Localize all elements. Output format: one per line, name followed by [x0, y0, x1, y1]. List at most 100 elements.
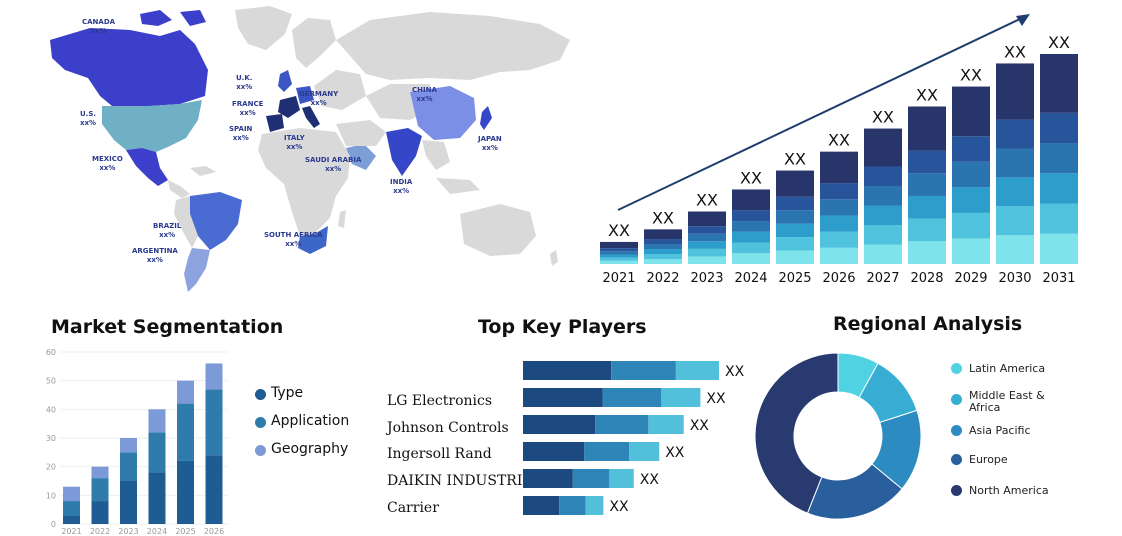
growth-year-label: 2030 — [998, 271, 1031, 286]
growth-year-label: 2025 — [778, 271, 811, 286]
growth-bar-segment — [600, 257, 638, 261]
growth-bar-segment — [952, 187, 990, 213]
map-land-eastern-europe — [314, 70, 366, 110]
player-bar-segment — [523, 388, 603, 407]
seg-bar-segment — [63, 486, 80, 502]
player-value-label: XX — [706, 391, 726, 407]
growth-year-label: 2031 — [1042, 271, 1075, 286]
seg-bar-segment — [91, 466, 109, 479]
map-label-brazil: BRAZIL xx% — [153, 222, 182, 239]
growth-bar-segment — [820, 199, 858, 216]
growth-year-label: 2027 — [866, 271, 899, 286]
legend-latin-america-marker — [951, 363, 962, 374]
seg-bar-segment — [177, 380, 194, 404]
map-label-uk: U.K. xx% — [236, 74, 253, 91]
growth-bar-segment — [732, 242, 770, 254]
player-bar-segment — [559, 496, 586, 515]
seg-bar-segment — [148, 472, 166, 524]
player-bar-segment — [523, 442, 585, 461]
seg-bar-segment — [91, 501, 109, 524]
growth-value-label: XX — [872, 108, 894, 127]
legend-asia-pacific-label: Asia Pacific — [969, 424, 1031, 437]
legend-mea-label: Middle East & Africa — [969, 389, 1045, 414]
seg-y-tick-label: 20 — [46, 463, 56, 472]
player-bar-segment — [523, 496, 560, 515]
growth-bar-segment — [1040, 233, 1078, 264]
growth-bar-segment — [864, 166, 902, 186]
growth-bar-segment — [688, 211, 726, 227]
growth-bar-segment — [732, 231, 770, 243]
player-bar-segment — [523, 469, 573, 488]
legend-asia-pacific-marker — [951, 425, 962, 436]
map-label-china: CHINA xx% — [412, 86, 437, 103]
player-name-carrier: Carrier — [387, 500, 439, 516]
growth-bar-segment — [644, 259, 682, 264]
player-value-label: XX — [690, 418, 710, 434]
legend-europe-label: Europe — [969, 453, 1008, 466]
growth-bar-segment — [644, 229, 682, 240]
growth-bar-segment — [776, 210, 814, 224]
player-bar-segment — [523, 415, 596, 434]
player-bar-segment — [585, 496, 604, 515]
growth-bar-segment — [600, 260, 638, 264]
map-region-argentina — [184, 248, 210, 292]
legend-north-america-marker — [951, 485, 962, 496]
growth-bar-segment — [776, 237, 814, 251]
growth-bar-segment — [644, 239, 682, 245]
legend-north-america-label: North America — [969, 484, 1049, 497]
map-land-new-zealand — [550, 250, 558, 266]
growth-bar-segment — [952, 212, 990, 239]
map-region-canada — [50, 28, 208, 106]
player-bar-segment — [609, 469, 634, 488]
map-region-brazil — [190, 192, 242, 250]
growth-bar-segment — [952, 86, 990, 137]
growth-year-label: 2022 — [646, 271, 679, 286]
player-bar-segment — [611, 361, 676, 380]
seg-x-tick-label: 2021 — [61, 527, 81, 536]
seg-bar-segment — [120, 438, 137, 453]
seg-y-tick-label: 10 — [46, 491, 56, 500]
growth-value-label: XX — [608, 221, 630, 240]
growth-bar-segment — [1040, 143, 1078, 174]
growth-bar-segment — [864, 224, 902, 245]
growth-year-label: 2023 — [690, 271, 723, 286]
growth-bar-segment — [776, 250, 814, 264]
map-label-argentina: ARGENTINA xx% — [132, 247, 178, 264]
map-land-south-america-west — [174, 196, 198, 248]
segmentation-bar-chart: 0 10 20 30 40 50 60 2021 2022 2023 2024 2025 2026 — [46, 348, 228, 536]
growth-bar-segment — [952, 136, 990, 162]
legend-latin-america-label: Latin America — [969, 362, 1046, 375]
growth-bar-segment — [996, 119, 1034, 149]
seg-bar-segment — [120, 481, 137, 524]
player-bar-segment — [629, 442, 660, 461]
legend-geography-marker — [255, 445, 266, 456]
growth-bar-segment — [644, 249, 682, 255]
map-label-us: U.S. xx% — [80, 110, 97, 127]
growth-bar-segment — [864, 128, 902, 167]
growth-bar-segment — [908, 173, 946, 196]
player-value-label: XX — [640, 472, 660, 488]
growth-value-label: XX — [1004, 42, 1026, 61]
legend-geography-label: Geography — [271, 441, 349, 457]
trend-arrow-head — [1016, 14, 1030, 26]
player-value-label: XX — [665, 445, 685, 461]
growth-bar-segment — [776, 170, 814, 197]
trend-arrow-line — [617, 17, 1023, 211]
legend-type-marker — [255, 389, 266, 400]
map-label-france: FRANCE xx% — [232, 100, 264, 117]
legend-mea-marker — [951, 394, 962, 405]
segmentation-title: Market Segmentation — [51, 316, 284, 338]
players-title: Top Key Players — [478, 316, 647, 338]
growth-year-label: 2028 — [910, 271, 943, 286]
seg-bar-segment — [177, 460, 194, 524]
regional-donut-chart — [754, 352, 922, 520]
map-land-africa — [258, 128, 350, 236]
seg-bar-segment — [205, 363, 223, 390]
growth-bar-segment — [1040, 203, 1078, 234]
map-region-china — [410, 86, 476, 140]
map-region-france — [278, 96, 300, 118]
player-bar-segment — [648, 415, 684, 434]
map-land-madagascar — [338, 210, 346, 228]
map-region-saudi-arabia — [346, 144, 376, 170]
growth-bar-segment — [996, 235, 1034, 264]
